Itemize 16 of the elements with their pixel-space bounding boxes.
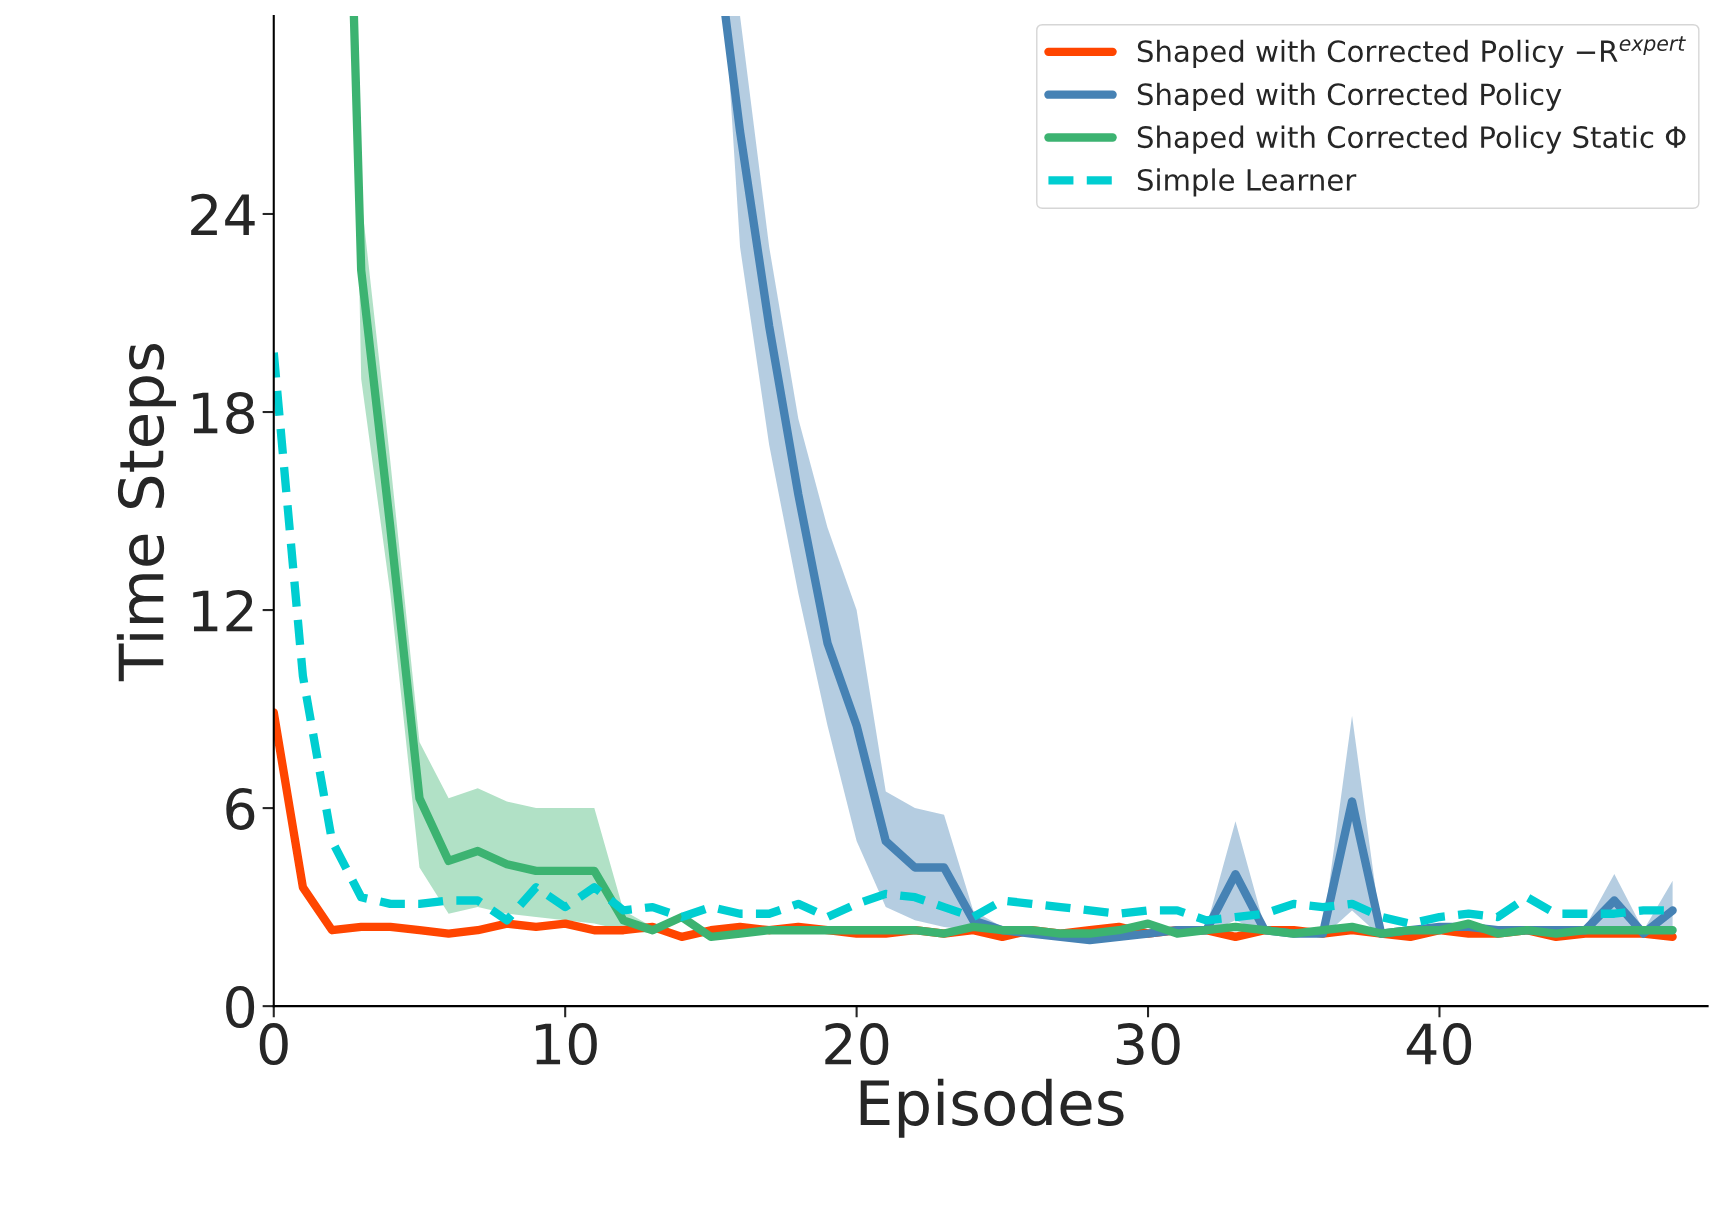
y-tick-label: 0 bbox=[226, 986, 255, 1029]
legend-label: Shaped with Corrected Policy bbox=[1137, 82, 1562, 111]
y-tick-label: 24 bbox=[191, 193, 255, 236]
x-tick-label: 10 bbox=[535, 1023, 597, 1066]
x-tick-label: 0 bbox=[259, 1023, 288, 1066]
x-tick-label: 20 bbox=[825, 1023, 889, 1066]
x-tick-label: 30 bbox=[1116, 1023, 1180, 1066]
x-axis-title: Episodes bbox=[860, 1078, 1124, 1138]
y-tick-label: 6 bbox=[226, 787, 255, 830]
legend-label: Shaped with Corrected Policy −R$^{expert}$ bbox=[1137, 36, 1686, 68]
y-tick-label: 12 bbox=[193, 589, 253, 632]
x-tick-label: 40 bbox=[1406, 1023, 1472, 1066]
y-tick-label: 18 bbox=[193, 391, 254, 434]
y-axis-title: Time Steps bbox=[116, 344, 176, 682]
legend-label: Simple Learner bbox=[1137, 168, 1357, 197]
legend-label: Shaped with Corrected Policy Static Φ bbox=[1137, 125, 1686, 154]
